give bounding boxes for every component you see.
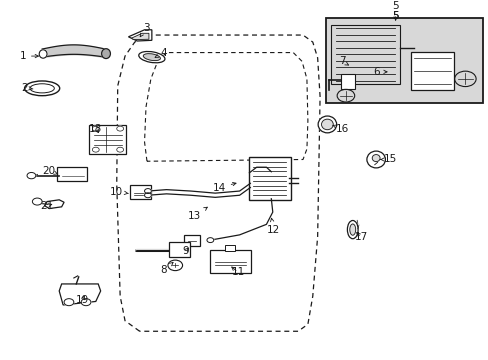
Bar (326, 18, 483, 103)
FancyBboxPatch shape (225, 245, 235, 251)
Circle shape (144, 189, 151, 193)
Ellipse shape (349, 224, 355, 235)
Circle shape (117, 126, 123, 131)
Circle shape (117, 147, 123, 152)
Text: 1: 1 (20, 51, 39, 61)
Circle shape (64, 299, 74, 306)
Text: 15: 15 (380, 154, 397, 165)
Ellipse shape (371, 154, 379, 162)
FancyBboxPatch shape (248, 157, 290, 200)
FancyBboxPatch shape (183, 235, 199, 246)
FancyBboxPatch shape (169, 242, 189, 257)
Ellipse shape (139, 51, 164, 63)
FancyBboxPatch shape (130, 185, 151, 199)
FancyBboxPatch shape (340, 74, 354, 89)
Text: 18: 18 (89, 123, 102, 134)
Text: 3: 3 (140, 23, 149, 37)
Text: 4: 4 (155, 48, 167, 58)
Text: 20: 20 (42, 166, 58, 176)
Text: 8: 8 (161, 262, 173, 275)
Text: 2: 2 (21, 83, 33, 93)
Text: 11: 11 (231, 267, 244, 277)
FancyBboxPatch shape (410, 52, 453, 90)
Ellipse shape (30, 84, 54, 93)
Circle shape (92, 147, 99, 152)
Polygon shape (59, 284, 101, 305)
Text: 5: 5 (391, 12, 398, 22)
Bar (330, 24, 399, 84)
Circle shape (206, 238, 213, 243)
Text: 21: 21 (41, 201, 54, 211)
Circle shape (92, 126, 99, 131)
Text: 19: 19 (76, 295, 89, 305)
Ellipse shape (318, 116, 336, 133)
Text: 9: 9 (183, 246, 189, 256)
FancyBboxPatch shape (57, 167, 87, 181)
Polygon shape (44, 200, 64, 208)
FancyBboxPatch shape (209, 249, 250, 274)
Text: 12: 12 (266, 218, 280, 235)
Circle shape (167, 260, 182, 271)
Ellipse shape (24, 81, 60, 96)
Circle shape (27, 172, 36, 179)
Ellipse shape (321, 119, 332, 130)
Text: 7: 7 (338, 56, 348, 66)
Ellipse shape (102, 49, 110, 59)
FancyBboxPatch shape (89, 125, 125, 153)
Text: 14: 14 (212, 183, 236, 193)
Ellipse shape (143, 54, 160, 60)
Circle shape (81, 299, 91, 306)
Polygon shape (128, 30, 152, 41)
Text: 13: 13 (187, 207, 207, 221)
Ellipse shape (366, 151, 385, 168)
Text: 5: 5 (391, 1, 398, 18)
Ellipse shape (346, 220, 357, 239)
Text: 6: 6 (372, 67, 386, 77)
Text: 16: 16 (332, 123, 348, 134)
Ellipse shape (39, 50, 47, 58)
Text: 17: 17 (354, 232, 367, 242)
Text: 10: 10 (109, 187, 128, 197)
Circle shape (144, 193, 151, 198)
Text: 5: 5 (391, 11, 398, 21)
Circle shape (32, 198, 42, 205)
Polygon shape (131, 33, 149, 40)
